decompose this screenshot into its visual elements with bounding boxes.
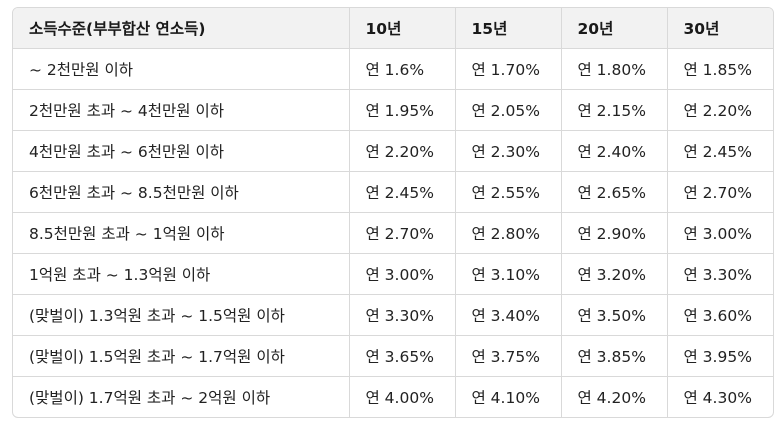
rate-cell: 연 4.30% [683, 389, 752, 407]
rate-table-container: 소득수준(부부합산 연소득) 10년 15년 20년 30년 ~ 2천만원 이하… [12, 7, 774, 418]
table-row: 1억원 초과 ~ 1.3억원 이하 연 3.00% 연 3.10% 연 3.20… [13, 253, 773, 295]
rate-cell: 연 3.75% [455, 335, 562, 377]
header-15-years: 15년 [455, 8, 562, 49]
table-header: 소득수준(부부합산 연소득) 10년 15년 20년 30년 [13, 8, 773, 49]
rate-cell: 연 2.80% [455, 212, 562, 254]
income-cell: 2천만원 초과 ~ 4천만원 이하 [13, 89, 350, 131]
rate-cell: 연 2.70% [349, 212, 456, 254]
income-cell: (맞벌이) 1.7억원 초과 ~ 2억원 이하 [13, 376, 350, 417]
table-row: (맞벌이) 1.3억원 초과 ~ 1.5억원 이하 연 3.30% 연 3.40… [13, 294, 773, 336]
rate-cell: 연 2.90% [561, 212, 668, 254]
table-body: ~ 2천만원 이하 연 1.6% 연 1.70% 연 1.80% 연 1.85%… [13, 48, 773, 417]
rate-cell: 연 3.20% [561, 253, 668, 295]
rate-cell: 연 1.95% [349, 89, 456, 131]
header-10-years: 10년 [349, 8, 456, 49]
income-cell: (맞벌이) 1.5억원 초과 ~ 1.7억원 이하 [13, 335, 350, 377]
income-cell: ~ 2천만원 이하 [13, 48, 350, 90]
rate-cell: 연 3.95% [667, 335, 773, 377]
income-cell: 1억원 초과 ~ 1.3억원 이하 [13, 253, 350, 295]
header-row: 소득수준(부부합산 연소득) 10년 15년 20년 30년 [13, 8, 773, 49]
table-row: (맞벌이) 1.5억원 초과 ~ 1.7억원 이하 연 3.65% 연 3.75… [13, 335, 773, 377]
rate-cell: 연 1.70% [455, 48, 562, 90]
rate-cell: 연 3.50% [561, 294, 668, 336]
rate-cell: 연 2.30% [455, 130, 562, 172]
income-cell: (맞벌이) 1.3억원 초과 ~ 1.5억원 이하 [13, 294, 350, 336]
table-row: 6천만원 초과 ~ 8.5천만원 이하 연 2.45% 연 2.55% 연 2.… [13, 171, 773, 213]
rate-cell: 연 2.45% [667, 130, 773, 172]
rate-cell: 연 3.10% [455, 253, 562, 295]
rate-cell: 연 3.00% [349, 253, 456, 295]
rate-cell: 연 3.85% [561, 335, 668, 377]
rate-cell: 연 4.20% [561, 376, 668, 417]
rate-cell: 연 2.40% [561, 130, 668, 172]
table-row: ~ 2천만원 이하 연 1.6% 연 1.70% 연 1.80% 연 1.85% [13, 48, 773, 90]
table-row: 2천만원 초과 ~ 4천만원 이하 연 1.95% 연 2.05% 연 2.15… [13, 89, 773, 131]
header-income-level: 소득수준(부부합산 연소득) [13, 8, 350, 49]
rate-cell: 연 2.65% [561, 171, 668, 213]
interest-rate-table: 소득수준(부부합산 연소득) 10년 15년 20년 30년 ~ 2천만원 이하… [13, 8, 773, 417]
rate-cell: 연 3.40% [455, 294, 562, 336]
rate-cell: 연 1.85% [667, 48, 773, 90]
rate-cell: 연 2.70% [667, 171, 773, 213]
rate-cell: 연 3.00% [667, 212, 773, 254]
rate-cell: 연 2.05% [455, 89, 562, 131]
income-cell: 4천만원 초과 ~ 6천만원 이하 [13, 130, 350, 172]
rate-cell: 연 3.65% [349, 335, 456, 377]
header-30-years: 30년 [667, 8, 773, 49]
rate-cell: 연 3.60% [667, 294, 773, 336]
income-cell: 6천만원 초과 ~ 8.5천만원 이하 [13, 171, 350, 213]
rate-cell: 연 4.10% [455, 376, 562, 417]
rate-cell: 연 1.6% [349, 48, 456, 90]
rate-cell: 연 3.30% [667, 253, 773, 295]
header-20-years: 20년 [561, 8, 668, 49]
rate-cell: 연 4.00% [349, 376, 456, 417]
rate-cell: 연 2.20% [667, 89, 773, 131]
rate-cell: 연 1.80% [561, 48, 668, 90]
rate-cell: 연 2.15% [561, 89, 668, 131]
rate-cell: 연 2.55% [455, 171, 562, 213]
table-row: 8.5천만원 초과 ~ 1억원 이하 연 2.70% 연 2.80% 연 2.9… [13, 212, 773, 254]
table-row: (맞벌이) 1.7억원 초과 ~ 2억원 이하 연 4.00% 연 4.10% … [13, 376, 773, 417]
income-cell: 8.5천만원 초과 ~ 1억원 이하 [13, 212, 350, 254]
rate-cell: 연 2.45% [349, 171, 456, 213]
table-row: 4천만원 초과 ~ 6천만원 이하 연 2.20% 연 2.30% 연 2.40… [13, 130, 773, 172]
rate-cell: 연 3.30% [349, 294, 456, 336]
rate-cell: 연 2.20% [349, 130, 456, 172]
